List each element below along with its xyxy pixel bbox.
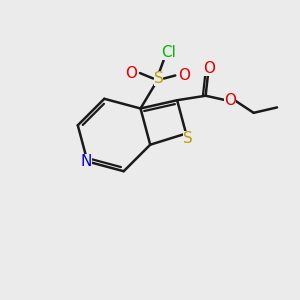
Text: N: N <box>80 154 92 169</box>
Text: O: O <box>125 66 137 81</box>
Text: S: S <box>154 71 164 86</box>
Text: Cl: Cl <box>161 45 176 60</box>
Text: S: S <box>183 130 192 146</box>
Text: O: O <box>203 61 215 76</box>
Text: O: O <box>178 68 190 83</box>
Text: O: O <box>224 93 236 108</box>
